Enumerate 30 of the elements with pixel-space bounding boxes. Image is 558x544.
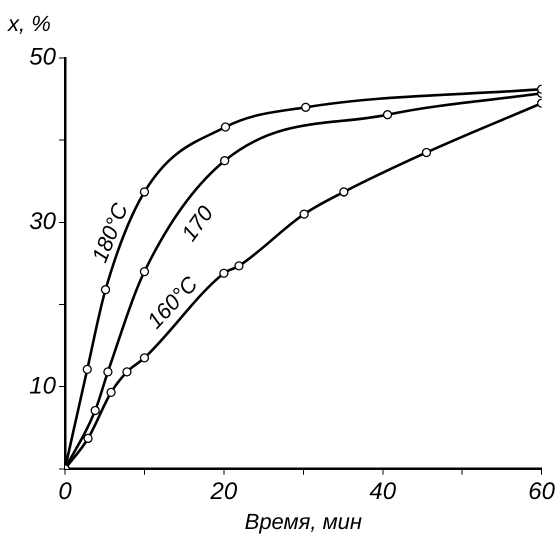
- point: [82, 364, 92, 374]
- x-tick-label: 0: [58, 478, 72, 505]
- point: [422, 148, 432, 158]
- text: 180°C: [86, 200, 133, 266]
- y-tick-label: 30: [29, 208, 57, 235]
- text: 170: [176, 200, 219, 246]
- point: [103, 367, 113, 376]
- y-tick-label: 10: [29, 372, 57, 400]
- point: [220, 156, 230, 166]
- y-axis-title: x, %: [7, 11, 51, 36]
- point: [90, 406, 100, 416]
- point: [220, 122, 230, 132]
- y-tick-label: 50: [29, 44, 57, 71]
- point: [122, 367, 132, 376]
- point: [140, 266, 150, 276]
- point: [83, 434, 93, 444]
- point: [219, 268, 229, 278]
- point: [339, 187, 348, 197]
- point: [301, 102, 310, 112]
- x-tick-label: 40: [369, 478, 397, 505]
- point: [234, 261, 244, 271]
- point: [140, 353, 150, 363]
- point: [100, 285, 110, 294]
- point: [140, 187, 150, 197]
- point: [299, 209, 309, 219]
- point: [382, 110, 392, 120]
- x-tick-label: 20: [210, 478, 238, 505]
- x-tick-label: 60: [528, 478, 556, 505]
- x-axis-title: Время, мин: [244, 508, 362, 534]
- point: [106, 388, 116, 398]
